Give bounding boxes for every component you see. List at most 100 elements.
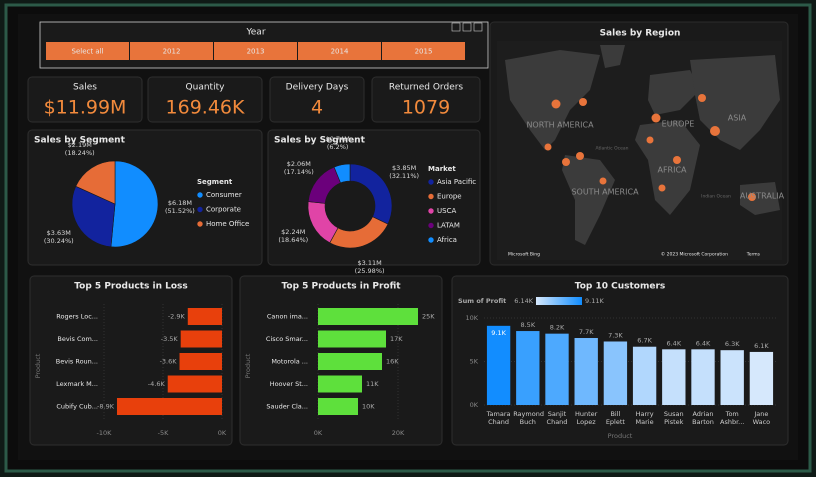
map-label: AFRICA: [657, 166, 687, 175]
legend-swatch: [428, 237, 434, 243]
y-tick-label: Cisco Smar...: [266, 335, 308, 343]
slicer-option-label[interactable]: 2012: [163, 48, 181, 56]
map-bubble: [710, 126, 720, 136]
kpi-value: 169.46K: [166, 97, 245, 119]
x-tick-label: 20K: [392, 429, 405, 437]
panel: [371, 76, 481, 123]
bar: [179, 353, 222, 370]
slicer-option[interactable]: [298, 42, 381, 60]
bar: [749, 351, 774, 405]
value-label: 6.4K: [666, 339, 681, 347]
slicer-title: Year: [245, 28, 265, 38]
y-tick-label: Motorola ...: [271, 358, 308, 366]
slicer-option-label[interactable]: Select all: [72, 48, 104, 56]
slice: [110, 160, 159, 248]
legend-swatch: [428, 193, 434, 200]
legend-swatch: [197, 221, 203, 227]
bar: [318, 330, 386, 348]
bar: [167, 375, 222, 393]
x-tick-label: Harry Marie: [635, 410, 654, 426]
bar: [180, 330, 222, 348]
slice-label: $2.19M (18.24%): [64, 141, 95, 158]
x-tick-label: 0K: [218, 429, 227, 437]
value-label: 10K: [362, 403, 375, 411]
bar: [318, 353, 382, 370]
legend-swatch: [428, 208, 434, 214]
map-label: Atlantic Ocean: [596, 146, 629, 152]
bar: [603, 341, 628, 405]
panel: [147, 76, 263, 123]
chart-title: Top 10 Customers: [575, 282, 666, 292]
continent: [600, 45, 625, 68]
x-tick-label: Susan Pistek: [663, 410, 684, 426]
continent: [505, 50, 600, 150]
map-label: ASIA: [728, 114, 747, 123]
map-bubble: [748, 193, 756, 201]
continent: [690, 55, 780, 150]
continents: [505, 45, 780, 245]
value-label: 6.1K: [754, 342, 769, 350]
slicer-option[interactable]: [214, 42, 297, 60]
value-label: 7.3K: [608, 331, 623, 339]
legend-gradient: [536, 297, 582, 305]
map-bubble: [544, 143, 552, 151]
legend-title: Market: [428, 165, 456, 173]
slicer-option[interactable]: [130, 42, 213, 60]
map-label: Indian Ocean: [701, 194, 731, 200]
x-tick-label: Hunter Lopez: [575, 410, 598, 426]
chart-title: Sales by Segment: [274, 136, 366, 146]
slicer-option[interactable]: [46, 42, 129, 60]
value-label: 6.7K: [637, 337, 652, 345]
map-terms[interactable]: Terms: [746, 252, 761, 258]
legend-title: Sum of Profit: [458, 297, 506, 305]
slice-label: $2.24M (18.64%): [278, 227, 309, 244]
value-label: 16K: [386, 358, 399, 366]
bar: [318, 375, 362, 393]
bar: [318, 398, 358, 415]
map-label: NORTH AMERICA: [526, 121, 594, 130]
value-label: 25K: [422, 313, 435, 321]
value-label: -3.5K: [161, 335, 179, 343]
value-label: -3.6K: [160, 358, 178, 366]
legend-label: Corporate: [206, 206, 241, 214]
legend-label: Consumer: [206, 191, 242, 199]
y-tick-label: Sauder Cla...: [266, 403, 308, 411]
slicer-option[interactable]: [382, 42, 465, 60]
slicer-icon[interactable]: [451, 22, 461, 32]
kpi-label: Returned Orders: [389, 83, 464, 93]
continent: [635, 120, 700, 215]
slicer-icon[interactable]: [462, 22, 472, 32]
legend-max: 9.11K: [585, 297, 604, 305]
map-copyright: © 2023 Microsoft Corporation: [661, 251, 728, 258]
legend-label: Europe: [437, 193, 462, 201]
kpi-value: 1079: [402, 97, 450, 119]
slicer-icon[interactable]: [473, 22, 483, 32]
map-bubble: [599, 177, 607, 185]
slicer-option-label[interactable]: 2015: [415, 48, 433, 56]
y-tick-label: 0K: [470, 401, 479, 409]
bar: [720, 350, 744, 405]
slicer-option-label[interactable]: 2014: [331, 48, 349, 56]
value-label: -2.9K: [168, 313, 186, 321]
panel: [269, 76, 365, 123]
y-tick-label: Bevis Roun...: [56, 358, 98, 366]
slicer-option-label[interactable]: 2013: [247, 48, 265, 56]
kpi-label: Sales: [73, 83, 97, 93]
x-tick-label: -5K: [158, 429, 169, 437]
map-bubble: [562, 158, 570, 166]
bar: [662, 349, 686, 405]
x-tick-label: Adrian Barton: [692, 410, 714, 426]
map-bubble: [646, 136, 654, 144]
slice: [71, 185, 116, 248]
chart-title: Top 5 Products in Profit: [281, 282, 401, 292]
y-tick-label: Bevis Com...: [57, 335, 98, 343]
x-tick-label: Jane Waco: [752, 410, 771, 426]
bar: [545, 333, 569, 405]
x-axis-label: Product: [608, 432, 633, 440]
slice-label: $0.74M (6.2%): [325, 135, 350, 152]
slice-label: $3.11M (25.98%): [354, 258, 385, 275]
bar: [187, 308, 222, 325]
value-label: 8.2K: [550, 324, 565, 332]
y-tick-label: 10K: [465, 314, 478, 322]
